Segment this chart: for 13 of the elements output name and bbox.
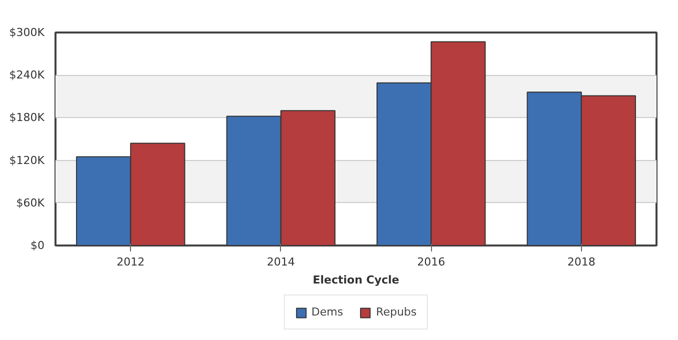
y-tick-label: $120K xyxy=(9,154,46,167)
x-tick-label: 2012 xyxy=(116,256,145,268)
legend-label: Dems xyxy=(311,306,344,318)
x-tick-label: 2018 xyxy=(567,256,596,268)
y-tick-label: $240K xyxy=(9,68,46,82)
x-tick-label: 2016 xyxy=(417,256,446,268)
legend-label: Repubs xyxy=(376,306,417,318)
y-tick-label: $180K xyxy=(9,111,46,124)
y-tick-label: $0 xyxy=(30,239,45,252)
y-tick-label: $300K xyxy=(9,26,46,39)
x-axis-title: Election Cycle xyxy=(312,274,400,286)
x-tick-label: 2014 xyxy=(266,256,295,268)
y-tick-label: $60K xyxy=(16,196,46,210)
